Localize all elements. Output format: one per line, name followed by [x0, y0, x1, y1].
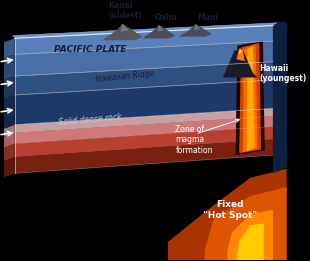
Text: Hawaiian Ridge: Hawaiian Ridge: [95, 69, 155, 84]
Polygon shape: [120, 24, 128, 32]
Polygon shape: [15, 127, 273, 157]
Polygon shape: [236, 41, 265, 155]
Polygon shape: [0, 55, 15, 83]
Text: Kauai
(oldest): Kauai (oldest): [109, 1, 143, 20]
Polygon shape: [0, 76, 15, 102]
Polygon shape: [15, 62, 273, 95]
Text: Maui: Maui: [197, 13, 218, 22]
Text: Oahu: Oahu: [154, 13, 177, 22]
Polygon shape: [0, 133, 15, 151]
Polygon shape: [102, 24, 143, 40]
Polygon shape: [237, 223, 264, 260]
Polygon shape: [157, 25, 164, 32]
Polygon shape: [143, 25, 175, 38]
Polygon shape: [13, 23, 277, 38]
Polygon shape: [15, 116, 273, 144]
Polygon shape: [223, 50, 257, 78]
Text: Fixed
"Hot Spot": Fixed "Hot Spot": [203, 200, 257, 220]
Polygon shape: [168, 169, 287, 260]
Polygon shape: [15, 108, 273, 133]
Polygon shape: [273, 16, 289, 173]
Polygon shape: [243, 45, 257, 152]
Polygon shape: [237, 48, 245, 61]
Polygon shape: [15, 41, 273, 76]
Text: Solid dense rock: Solid dense rock: [59, 112, 122, 127]
Polygon shape: [239, 43, 261, 153]
Polygon shape: [15, 26, 273, 55]
Polygon shape: [0, 38, 15, 62]
Polygon shape: [0, 157, 15, 181]
Polygon shape: [194, 24, 200, 30]
Polygon shape: [15, 80, 273, 125]
Polygon shape: [0, 95, 15, 132]
Text: Hawaii
(youngest): Hawaii (youngest): [259, 64, 307, 83]
Polygon shape: [179, 24, 212, 37]
Polygon shape: [0, 144, 15, 164]
Polygon shape: [15, 139, 273, 173]
Text: Zone of
magma
formation: Zone of magma formation: [175, 125, 213, 155]
Polygon shape: [205, 187, 287, 260]
Text: PACIFIC PLATE: PACIFIC PLATE: [54, 45, 126, 54]
Polygon shape: [227, 210, 273, 260]
Polygon shape: [238, 48, 242, 55]
Polygon shape: [0, 125, 15, 140]
Polygon shape: [246, 46, 255, 151]
